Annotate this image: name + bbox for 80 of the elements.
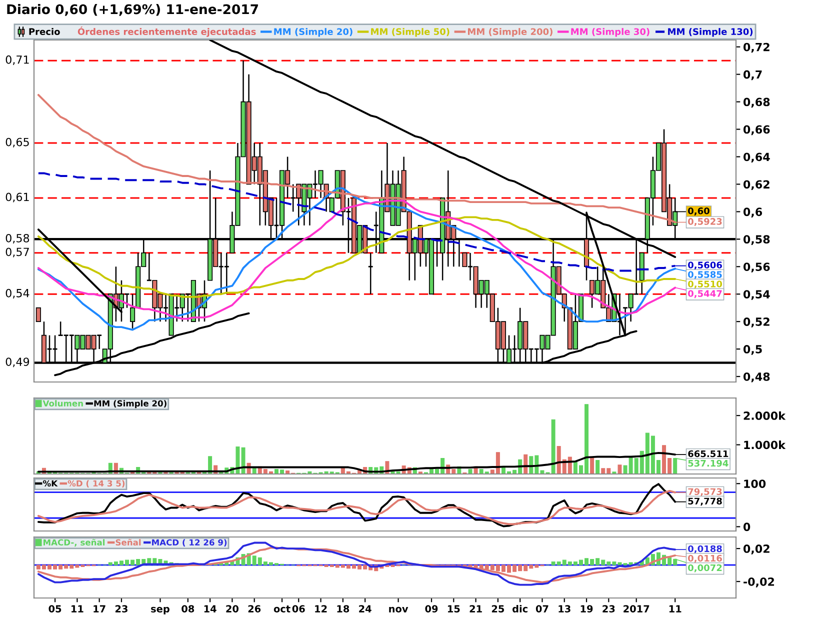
y-tick-label: 2.000k: [744, 411, 786, 420]
x-tick-label: 18: [337, 605, 350, 612]
data-label: 665.511: [688, 450, 728, 458]
x-tick-label: sep: [151, 606, 170, 614]
y-tick-label: 0,66: [743, 125, 770, 136]
x-tick-label: 09: [425, 605, 438, 612]
x-tick-label: dic: [512, 604, 528, 612]
x-tick-label: 20: [226, 605, 238, 612]
data-label: 0,5585: [688, 271, 722, 280]
data-label: 57,778: [688, 498, 722, 506]
y-tick-label: 100: [744, 480, 766, 488]
x-tick-label: 19: [580, 605, 593, 612]
x-tick-label: 14: [204, 605, 216, 612]
y-tick-label: 0,62: [743, 180, 770, 190]
data-label: 0,0116: [688, 554, 722, 563]
legend-label: Precio: [29, 28, 60, 36]
legend-label: Señal: [116, 538, 141, 546]
legend-label: %K: [43, 480, 58, 487]
legend-label: MM (Simple 130): [668, 28, 753, 37]
x-tick-label: oct: [274, 606, 290, 612]
x-tick-label: 23: [115, 605, 128, 612]
ref-line-label: 0,71: [6, 55, 29, 65]
x-tick-label: 11: [72, 605, 84, 612]
y-tick-label: 0,56: [743, 262, 770, 272]
x-tick-label: nov: [389, 606, 408, 612]
legend-label: MM (Simple 20): [94, 400, 166, 408]
y-tick-label: 0,6: [743, 208, 762, 218]
y-tick-label: 0,52: [743, 318, 770, 328]
legend-label: MACD ( 12 26 9): [152, 539, 227, 547]
y-tick-label: 0,54: [743, 290, 770, 300]
x-tick-label: 06: [292, 605, 305, 612]
data-label: 79,573: [688, 488, 722, 496]
legend-label: MM (Simple 20): [274, 28, 352, 37]
data-label: 0,5447: [688, 290, 722, 298]
y-tick-label: 0,48: [743, 372, 770, 382]
data-label: 0,5606: [688, 262, 722, 270]
y-tick-label: -0,02: [744, 577, 774, 588]
data-label: 0,5923: [688, 218, 722, 226]
x-tick-label: 26: [248, 605, 261, 612]
x-tick-label: 25: [492, 605, 504, 612]
text: Órdenes recientemente ejecutadas: [78, 26, 256, 37]
ref-line-label: 0,58: [6, 234, 30, 244]
x-tick-label: 07: [536, 605, 548, 612]
x-tick-label: 17: [94, 605, 106, 612]
y-tick-label: 0,58: [743, 235, 770, 245]
x-tick-label: 23: [602, 605, 615, 612]
x-tick-label: 2017: [624, 605, 650, 612]
legend-label: %D ( 14 3 5): [68, 480, 125, 488]
y-tick-label: 0: [743, 522, 750, 532]
ref-line-label: 0,65: [6, 138, 29, 148]
data-label: 0,0188: [688, 545, 722, 554]
y-tick-label: 0,64: [743, 152, 770, 163]
legend-label: MM (Simple 200): [468, 28, 552, 37]
legend-label: Volumen: [42, 400, 83, 407]
y-tick-label: 0,02: [743, 544, 770, 554]
ref-line-label: 0,49: [6, 358, 30, 368]
y-tick-label: 0,5: [743, 345, 762, 355]
x-tick-label: 13: [558, 605, 570, 612]
ref-line-label: 0,54: [6, 288, 30, 298]
x-tick-label: 24: [359, 605, 372, 612]
data-label: 537.194: [688, 460, 728, 467]
chart-title: Diario 0,60 (+1,69%) 11-ene-2017: [7, 4, 258, 16]
data-label: 0,5510: [688, 280, 722, 289]
x-tick-label: 12: [315, 605, 327, 612]
y-tick-label: 0,72: [743, 42, 770, 53]
y-tick-label: 0,68: [743, 98, 770, 108]
x-tick-label: 05: [48, 605, 62, 612]
text: 0,60: [688, 207, 710, 216]
y-tick-label: 0,7: [743, 70, 762, 80]
x-tick-label: 08: [182, 605, 194, 612]
legend-label: MACD-, señal: [44, 538, 105, 547]
ref-line-label: 0,57: [6, 248, 29, 258]
x-tick-label: 21: [470, 605, 482, 612]
y-tick-label: 1.000k: [744, 440, 786, 450]
ref-line-label: 0,61: [6, 192, 29, 202]
x-tick-label: 15: [448, 605, 460, 612]
x-tick-label: 11: [669, 605, 682, 612]
legend-label: MM (Simple 50): [371, 28, 450, 37]
data-label: 0,0072: [688, 564, 722, 572]
legend-label: MM (Simple 30): [571, 28, 650, 37]
